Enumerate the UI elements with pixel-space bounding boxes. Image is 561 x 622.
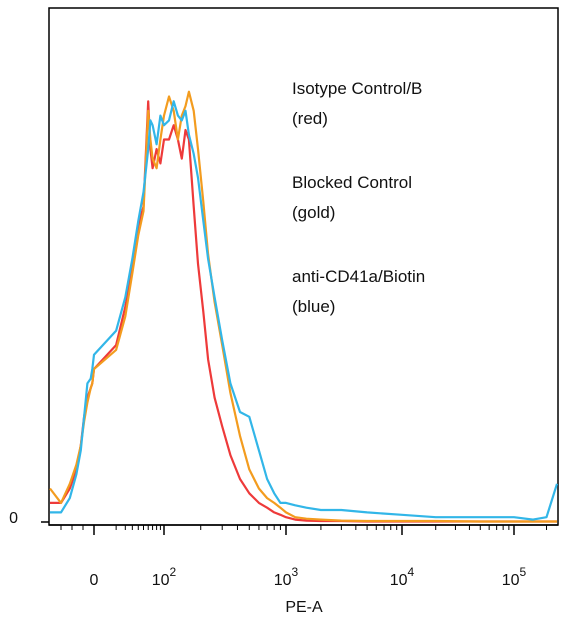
legend: Isotype Control/B (red) Blocked Control (go… <box>292 79 425 316</box>
series-line-3 <box>50 100 559 521</box>
x-tick-label: 104 <box>390 565 415 589</box>
legend-entry-color-note: (red) <box>292 109 328 128</box>
legend-entry-label: Blocked Control <box>292 173 412 192</box>
legend-entry-color-note: (gold) <box>292 203 335 222</box>
series-layer <box>49 90 559 523</box>
series-line-2 <box>49 90 557 523</box>
x-axis-title: PE-A <box>285 599 323 616</box>
x-tick-label: 102 <box>152 565 177 589</box>
x-tick-label: 105 <box>502 565 527 589</box>
legend-entry-label: Isotype Control/B <box>292 79 422 98</box>
y-axis: 0 <box>9 510 49 527</box>
x-tick-label: 103 <box>274 565 299 589</box>
y-tick-label: 0 <box>9 510 18 527</box>
x-tick-label: 0 <box>90 572 99 589</box>
legend-entry-color-note: (blue) <box>292 297 335 316</box>
legend-entry-label: anti-CD41a/Biotin <box>292 267 425 286</box>
x-axis: 0 102 103 104 105 <box>49 524 558 589</box>
